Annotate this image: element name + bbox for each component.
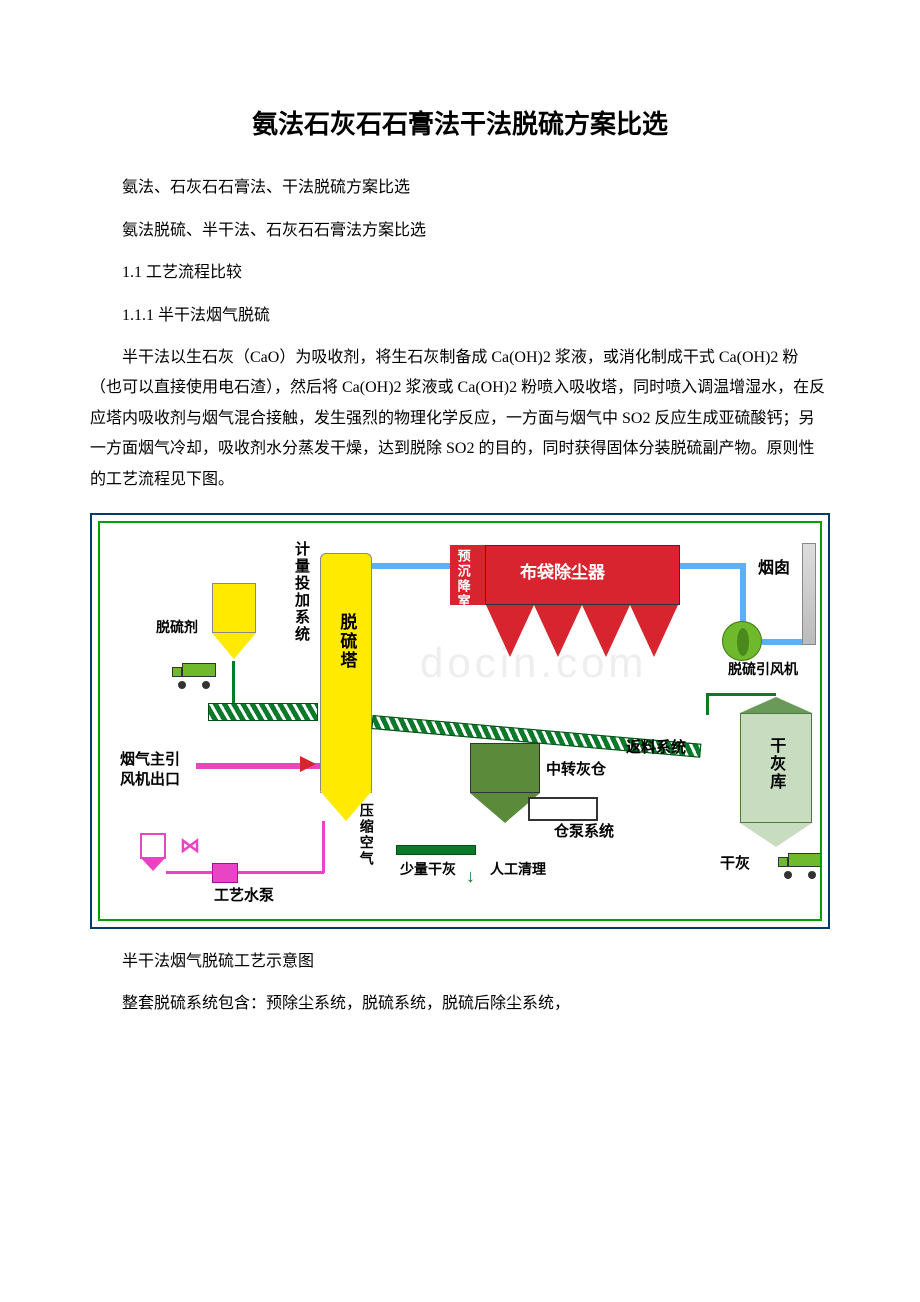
transfer-ash-bin-icon (470, 743, 540, 793)
duct-tower-to-baghouse (372, 563, 450, 569)
absorbent-hopper-cone-icon (212, 633, 256, 659)
duct-down-to-fan (740, 563, 746, 623)
absorbent-truck-icon (172, 663, 216, 685)
water-tank-icon (140, 833, 166, 859)
desulfurization-tower-icon (320, 553, 372, 793)
water-pipe-1 (166, 871, 212, 874)
subtitle-2: 氨法脱硫、半干法、石灰石石膏法方案比选 (90, 216, 830, 246)
heading-1-1: 1.1 工艺流程比较 (90, 258, 830, 288)
label-return: 返料系统 (626, 739, 686, 757)
pump-system-icon (528, 797, 598, 821)
label-gas-in-2: 风机出口 (120, 771, 180, 789)
label-pumpsys: 仓泵系统 (554, 823, 614, 841)
label-gas-in-1: 烟气主引 (120, 751, 180, 769)
label-presettle: 预沉降室 (455, 549, 471, 609)
body-paragraph-1: 半干法以生石灰（CaO）为吸收剂，将生石灰制备成 Ca(OH)2 浆液，或消化制… (90, 343, 830, 495)
valve-icon: ⋈ (180, 827, 200, 865)
water-pipe-2 (238, 871, 324, 874)
label-comp-air: 压缩空气 (358, 803, 375, 867)
id-fan-icon (722, 621, 762, 661)
absorbent-hopper-icon (212, 583, 256, 633)
label-dryash-out: 干灰 (720, 855, 750, 873)
body-paragraph-2: 整套脱硫系统包含：预除尘系统，脱硫系统，脱硫后除尘系统， (90, 989, 830, 1019)
diagram-canvas: docin.com 计量投加系统 脱硫剂 脱硫塔 预沉降室 布袋除 (98, 521, 822, 921)
label-idfan: 脱硫引风机 (728, 661, 798, 678)
label-manual: 人工清理 (490, 861, 546, 878)
label-silo: 干灰库 (766, 737, 785, 791)
heading-1-1-1: 1.1.1 半干法烟气脱硫 (90, 301, 830, 331)
water-pipe-up (322, 821, 325, 873)
label-baghouse: 布袋除尘器 (520, 563, 605, 583)
return-to-silo-horiz (706, 693, 776, 696)
water-tank-cone-icon (140, 857, 166, 871)
duct-baghouse-out (680, 563, 740, 569)
page-title: 氨法石灰石石膏法干法脱硫方案比选 (90, 100, 830, 149)
pipe-hopper-to-screw (232, 661, 235, 703)
diagram-caption: 半干法烟气脱硫工艺示意图 (90, 947, 830, 977)
return-to-silo-pipe (706, 693, 709, 715)
screw-feeder-icon (208, 703, 318, 721)
ash-truck-icon (778, 853, 822, 875)
label-metering: 计量投加系统 (292, 541, 310, 643)
water-pump-icon (212, 863, 238, 883)
label-absorbent: 脱硫剂 (156, 619, 198, 636)
label-smallash: 少量干灰 (400, 861, 456, 878)
down-arrow-icon: ↓ (466, 859, 475, 893)
silo-cone-icon (740, 823, 812, 847)
process-diagram: docin.com 计量投加系统 脱硫剂 脱硫塔 预沉降室 布袋除 (90, 513, 830, 929)
gas-inlet-arrow-icon (300, 756, 316, 772)
label-stack: 烟囱 (758, 559, 790, 578)
stack-icon (802, 543, 816, 645)
subtitle-1: 氨法、石灰石石膏法、干法脱硫方案比选 (90, 173, 830, 203)
ash-conveyor-icon (396, 845, 476, 855)
label-tower: 脱硫塔 (336, 613, 356, 670)
silo-roof-icon (740, 697, 812, 713)
label-ashbin: 中转灰仓 (546, 761, 606, 779)
duct-fan-to-stack (762, 639, 806, 645)
label-waterpump: 工艺水泵 (214, 887, 274, 905)
